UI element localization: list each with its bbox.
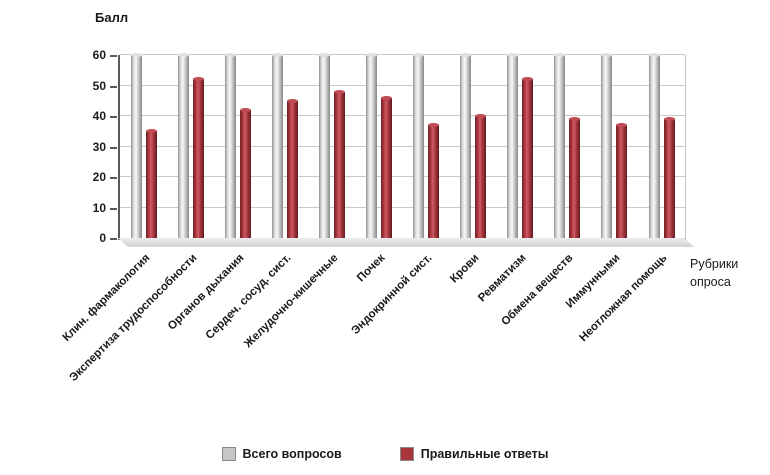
- x-axis-category-label: Желудочно-кишечные: [242, 252, 341, 351]
- gridline: [120, 84, 685, 86]
- legend-swatch-total-questions: [221, 447, 236, 461]
- x-axis-category-label: Клин. фармакология: [60, 252, 153, 344]
- bar-top-cap: [333, 89, 345, 94]
- bar-top-cap: [239, 107, 251, 112]
- bar-top-cap: [460, 53, 472, 57]
- legend-swatch-correct-answers: [399, 447, 414, 461]
- bar-top-cap: [318, 53, 330, 57]
- y-tick-label: 50: [92, 78, 106, 93]
- bar-total-questions: [601, 53, 613, 238]
- bar-top-cap: [569, 117, 581, 121]
- y-tick-mark: [110, 238, 117, 240]
- y-tick-label: 60: [92, 48, 106, 62]
- y-tick-mark: [110, 207, 117, 210]
- bar-top-cap: [381, 95, 392, 100]
- legend: Всего вопросов Правильные ответы: [0, 447, 770, 461]
- bar-total-questions: [366, 53, 377, 238]
- bar-total-questions: [507, 53, 519, 238]
- gridline: [120, 206, 685, 208]
- bar-total-questions: [271, 53, 283, 238]
- y-tick-mark: [110, 85, 117, 88]
- bar-correct-answers: [145, 129, 157, 238]
- y-tick-mark: [110, 177, 117, 179]
- gridline: [120, 145, 685, 147]
- bar-top-cap: [648, 53, 660, 57]
- gridline: [120, 176, 685, 177]
- bar-top-cap: [177, 53, 189, 57]
- bar-top-cap: [286, 98, 298, 103]
- x-axis-title: Рубрики опроса: [690, 257, 739, 289]
- x-axis-category-label: Сердеч. сосуд. сист.: [203, 252, 294, 342]
- x-axis-category-label: Органов дыхания: [165, 252, 247, 333]
- bar-top-cap: [601, 53, 613, 57]
- y-tick-label: 0: [99, 231, 106, 245]
- gridline: [120, 115, 685, 116]
- x-axis-category-label: Крови: [448, 252, 482, 286]
- y-tick-mark: [110, 55, 117, 57]
- x-axis-category-label: Обмена веществ: [499, 252, 576, 329]
- bar-top-cap: [616, 123, 628, 128]
- plot-area: [118, 53, 686, 240]
- x-axis-category-label: Эндокринной сист.: [349, 252, 435, 337]
- plot-floor-3d: [118, 238, 694, 247]
- legend-item-correct-answers: Правильные ответы: [399, 447, 549, 461]
- bar-total-questions: [130, 53, 142, 238]
- bar-top-cap: [224, 53, 236, 57]
- x-axis-category-label: Неотложная помощь: [577, 252, 670, 345]
- y-tick-label: 20: [92, 170, 106, 184]
- legend-item-total-questions: Всего вопросов: [221, 447, 342, 461]
- bar-correct-answers: [239, 107, 251, 238]
- x-axis-category-label: Экспертиза трудоспособности: [67, 252, 200, 385]
- bar-correct-answers: [663, 117, 675, 238]
- x-axis-category-label: Почек: [355, 252, 388, 285]
- bar-correct-answers: [569, 117, 581, 238]
- bar-top-cap: [663, 117, 675, 121]
- bar-top-cap: [522, 77, 534, 82]
- bar-correct-answers: [616, 123, 628, 238]
- bar-top-cap: [475, 114, 487, 118]
- bar-correct-answers: [192, 77, 204, 238]
- bar-top-cap: [413, 53, 424, 57]
- bar-top-cap: [271, 53, 283, 57]
- y-tick-mark: [110, 116, 117, 118]
- bar-top-cap: [428, 123, 439, 128]
- bar-top-cap: [507, 53, 519, 57]
- bar-total-questions: [648, 53, 660, 238]
- bar-correct-answers: [475, 114, 487, 238]
- bar-correct-answers: [428, 123, 439, 238]
- bar-top-cap: [554, 53, 566, 57]
- y-axis-title: Балл: [95, 10, 129, 25]
- y-tick-label: 30: [92, 139, 106, 154]
- bar-correct-answers: [522, 77, 534, 238]
- legend-label-total-questions: Всего вопросов: [242, 447, 342, 461]
- y-tick-mark: [110, 146, 117, 149]
- bar-total-questions: [177, 53, 189, 238]
- x-axis-category-label: Иммунными: [564, 252, 623, 311]
- bar-top-cap: [366, 53, 377, 57]
- x-axis-category-label: Ревматизм: [476, 252, 529, 305]
- bar-correct-answers: [286, 98, 298, 238]
- bar-total-questions: [460, 53, 472, 238]
- gridline: [120, 54, 685, 55]
- bar-total-questions: [413, 53, 424, 238]
- bar-correct-answers: [333, 89, 345, 238]
- legend-label-correct-answers: Правильные ответы: [420, 447, 549, 461]
- bar-top-cap: [192, 77, 204, 82]
- bar-top-cap: [145, 129, 157, 134]
- y-tick-label: 10: [92, 200, 106, 215]
- bar-total-questions: [224, 53, 236, 238]
- y-tick-label: 40: [92, 109, 106, 123]
- bar-top-cap: [130, 53, 142, 57]
- bar-total-questions: [318, 53, 330, 238]
- bar-correct-answers: [381, 95, 392, 238]
- bar-total-questions: [554, 53, 566, 238]
